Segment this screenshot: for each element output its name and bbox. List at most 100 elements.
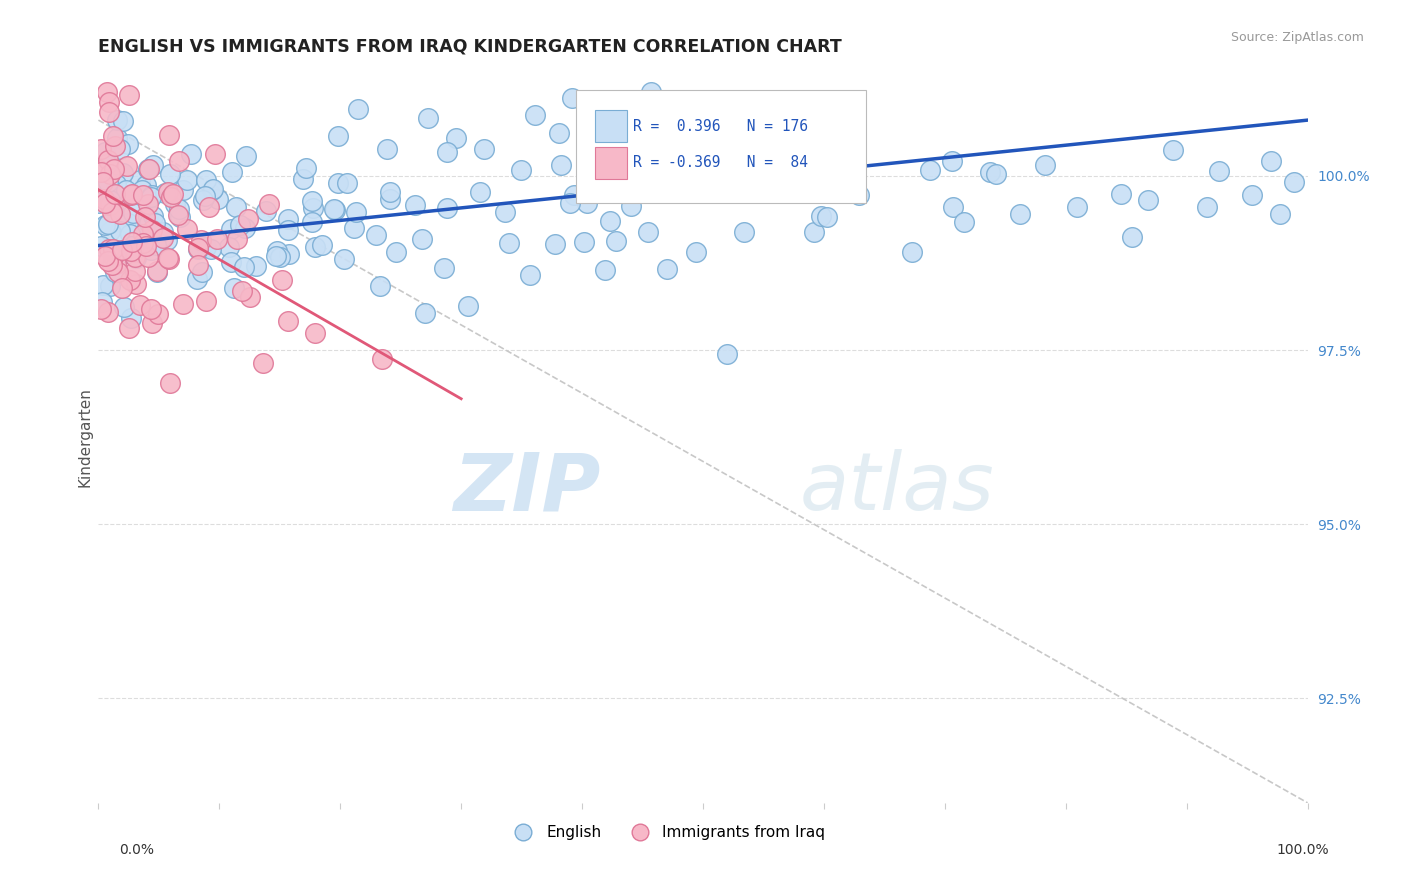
- Point: [145, 216, 167, 230]
- Point: [104, 265, 127, 279]
- Point: [145, 265, 167, 279]
- Point: [202, 182, 225, 196]
- Point: [1270, 207, 1292, 221]
- Point: [125, 251, 148, 265]
- Point: [599, 213, 621, 227]
- Point: [103, 202, 125, 216]
- Point: [187, 241, 209, 255]
- Point: [509, 163, 531, 178]
- Point: [157, 252, 180, 266]
- FancyBboxPatch shape: [595, 146, 627, 179]
- Point: [141, 223, 163, 237]
- Point: [1033, 158, 1056, 172]
- Point: [94, 218, 117, 232]
- Point: [98, 104, 121, 119]
- Point: [238, 212, 260, 227]
- Point: [1260, 154, 1282, 169]
- Point: [167, 208, 190, 222]
- Point: [224, 281, 246, 295]
- Point: [97, 175, 120, 189]
- Point: [114, 183, 136, 197]
- Point: [368, 278, 391, 293]
- Point: [104, 186, 127, 201]
- Point: [346, 102, 368, 116]
- Point: [91, 295, 114, 310]
- Point: [157, 185, 180, 199]
- Point: [131, 183, 153, 197]
- Point: [655, 262, 678, 277]
- Point: [550, 158, 572, 172]
- Point: [596, 171, 619, 186]
- FancyBboxPatch shape: [576, 90, 866, 203]
- Point: [165, 196, 187, 211]
- Point: [433, 260, 456, 275]
- Point: [139, 244, 162, 258]
- Point: [239, 290, 262, 304]
- Point: [125, 277, 148, 292]
- Point: [120, 244, 142, 259]
- Point: [186, 271, 208, 285]
- Point: [219, 255, 242, 269]
- Point: [593, 263, 616, 277]
- Point: [117, 216, 139, 230]
- Point: [103, 128, 125, 143]
- Point: [235, 149, 257, 163]
- Point: [411, 231, 433, 245]
- Point: [681, 145, 703, 160]
- Point: [136, 161, 159, 176]
- Point: [157, 128, 180, 143]
- Point: [444, 131, 467, 145]
- Point: [101, 205, 124, 219]
- Point: [302, 202, 325, 216]
- Point: [145, 264, 167, 278]
- Point: [295, 161, 318, 176]
- Point: [200, 242, 222, 256]
- Point: [544, 236, 567, 251]
- Point: [134, 221, 156, 235]
- Point: [90, 164, 112, 178]
- Point: [378, 192, 401, 206]
- Point: [94, 196, 117, 211]
- Point: [193, 193, 215, 207]
- Point: [104, 257, 127, 271]
- Point: [93, 249, 115, 263]
- Point: [90, 239, 112, 253]
- Point: [172, 183, 194, 197]
- Point: [1010, 207, 1032, 221]
- Point: [380, 185, 402, 199]
- Point: [984, 167, 1007, 181]
- Point: [848, 187, 870, 202]
- Point: [229, 218, 252, 232]
- Point: [97, 153, 120, 167]
- Point: [120, 311, 142, 326]
- Point: [254, 204, 277, 219]
- Point: [138, 210, 160, 224]
- Point: [194, 188, 217, 202]
- Point: [132, 236, 155, 251]
- Point: [404, 198, 426, 212]
- Point: [117, 136, 139, 151]
- Point: [810, 209, 832, 223]
- Point: [94, 145, 117, 160]
- Point: [195, 173, 218, 187]
- Point: [548, 126, 571, 140]
- Point: [110, 224, 132, 238]
- Point: [207, 232, 229, 246]
- Point: [96, 85, 118, 99]
- Point: [328, 129, 350, 144]
- Point: [470, 185, 492, 199]
- Point: [169, 202, 191, 216]
- Point: [167, 154, 190, 169]
- Point: [207, 192, 229, 206]
- Point: [343, 221, 366, 235]
- Point: [117, 245, 139, 260]
- Point: [180, 147, 202, 161]
- Point: [152, 225, 174, 239]
- Point: [576, 195, 599, 210]
- Text: Source: ZipAtlas.com: Source: ZipAtlas.com: [1230, 31, 1364, 45]
- Point: [152, 231, 174, 245]
- Point: [640, 86, 662, 100]
- Point: [132, 187, 155, 202]
- Point: [1282, 175, 1305, 189]
- Point: [120, 227, 142, 241]
